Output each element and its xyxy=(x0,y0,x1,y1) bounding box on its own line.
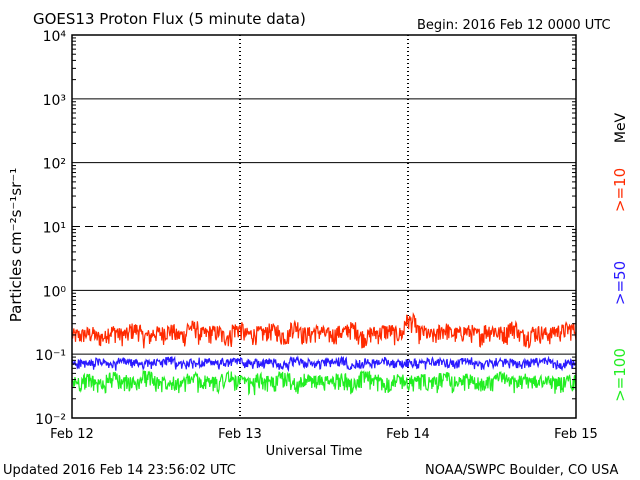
unit-label: MeV xyxy=(613,112,629,143)
x-tick-label: Feb 14 xyxy=(386,427,430,442)
y-tick-label: 10³ xyxy=(43,93,66,109)
y-axis-label: Particles cm⁻²s⁻¹sr⁻¹ xyxy=(7,168,25,322)
begin-time: Begin: 2016 Feb 12 0000 UTC xyxy=(417,18,611,33)
y-tick-label: 10² xyxy=(43,157,66,173)
chart-title: GOES13 Proton Flux (5 minute data) xyxy=(33,10,306,28)
plot-frame xyxy=(71,34,577,419)
legend-item: >=10 xyxy=(611,168,629,212)
series-line xyxy=(71,355,577,373)
y-tick-labels: 10⁴ 10³ 10² 10¹ 10⁰ 10⁻¹ 10⁻² xyxy=(35,29,66,428)
legend: MeV >=10 >=50 >=100 xyxy=(611,112,629,401)
legend-item: >=100 xyxy=(611,348,629,402)
series-line xyxy=(71,369,577,396)
y-tick-label: 10⁻² xyxy=(35,412,66,428)
x-axis-label: Universal Time xyxy=(266,444,363,459)
frame-layer xyxy=(71,34,577,419)
credit-text: NOAA/SWPC Boulder, CO USA xyxy=(425,463,618,478)
y-tick-label: 10⁴ xyxy=(43,29,67,45)
x-tick-label: Feb 13 xyxy=(218,427,262,442)
y-tick-label: 10¹ xyxy=(43,221,66,237)
series-line xyxy=(71,312,577,349)
legend-item: >=50 xyxy=(611,261,629,305)
plot-area xyxy=(72,35,576,418)
y-tick-label: 10⁻¹ xyxy=(35,348,66,364)
updated-time: Updated 2016 Feb 14 23:56:02 UTC xyxy=(3,463,236,478)
series-layer xyxy=(71,312,577,396)
y-tick-label: 10⁰ xyxy=(43,284,67,300)
x-tick-label: Feb 12 xyxy=(50,427,94,442)
x-tick-labels: Feb 12 Feb 13 Feb 14 Feb 15 xyxy=(50,427,598,442)
x-tick-label: Feb 15 xyxy=(554,427,598,442)
